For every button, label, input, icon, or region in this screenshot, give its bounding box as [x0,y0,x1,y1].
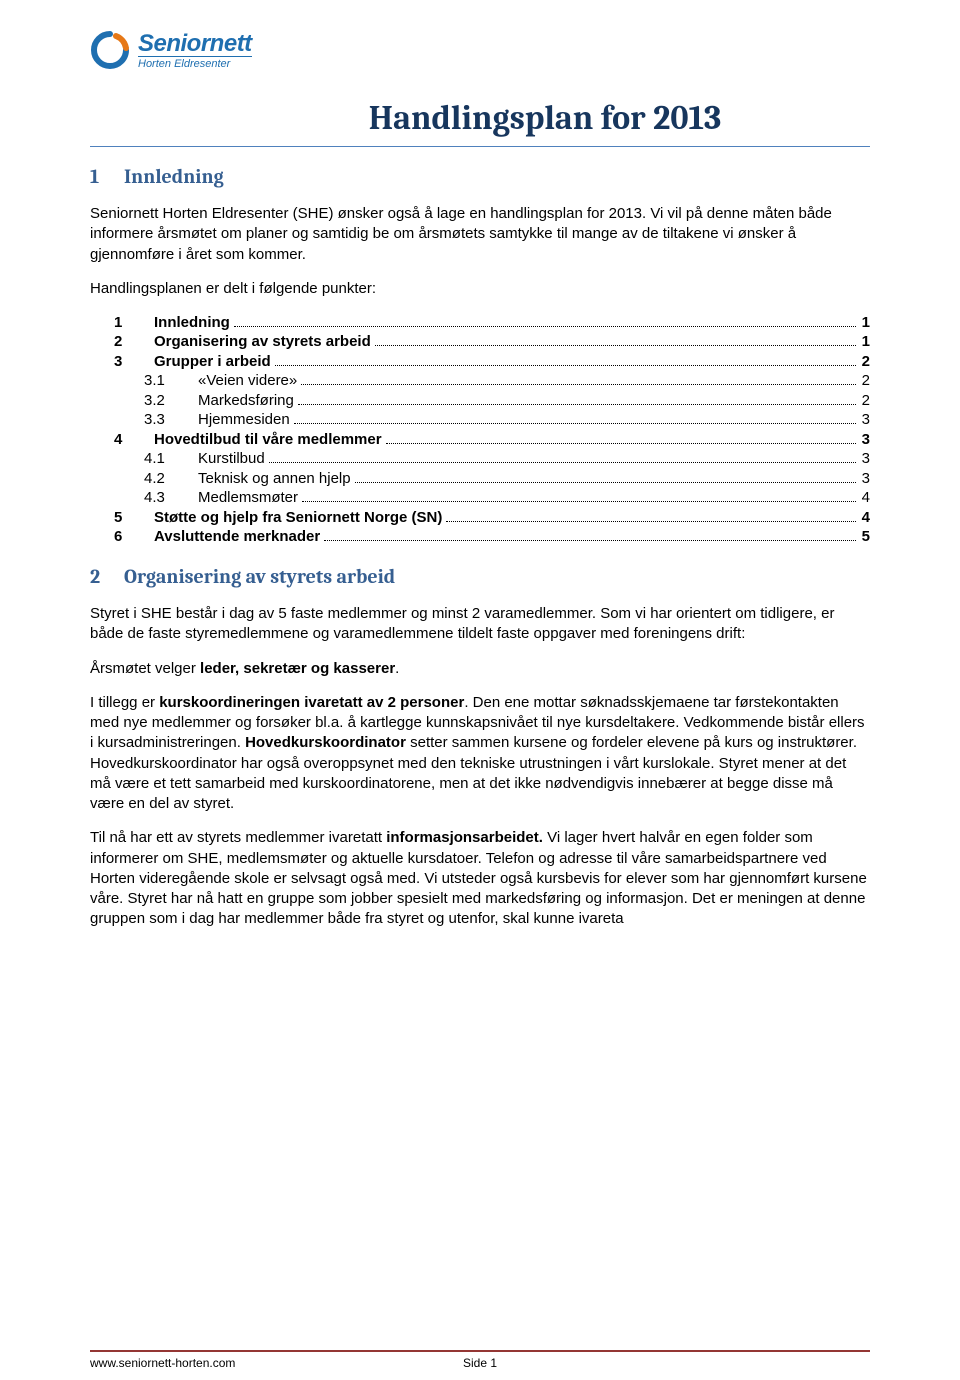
toc-row[interactable]: 3Grupper i arbeid 2 [90,352,870,370]
p3-bold-2: Hovedkurskoordinator [245,734,406,751]
toc-page: 3 [860,450,870,467]
toc-label: Grupper i arbeid [154,353,271,370]
toc-label: Teknisk og annen hjelp [198,470,351,487]
title-rule [90,146,870,147]
toc-leader [294,411,856,425]
toc-leader [275,352,856,366]
toc-row[interactable]: 3.2Markedsføring 2 [90,391,870,409]
footer-rule [90,1350,870,1352]
toc-row[interactable]: 2Organisering av styrets arbeid 1 [90,333,870,351]
toc-leader [446,508,855,522]
toc-row[interactable]: 4.3Medlemsmøter 4 [90,489,870,507]
toc-leader [386,430,856,444]
toc-label: Hjemmesiden [198,411,290,428]
toc-num: 3.2 [90,392,198,409]
logo-text: Seniornett Horten Eldresenter [138,30,252,70]
logo-header: Seniornett Horten Eldresenter [90,30,870,70]
toc-page: 5 [860,528,870,545]
toc-row[interactable]: 4.1Kurstilbud 3 [90,450,870,468]
toc-label: Støtte og hjelp fra Seniornett Norge (SN… [154,509,442,526]
toc-label: Medlemsmøter [198,489,298,506]
toc-page: 2 [860,372,870,389]
toc-num: 6 [90,528,154,545]
toc-page: 3 [860,411,870,428]
toc-num: 3.1 [90,372,198,389]
toc-row[interactable]: 4.2Teknisk og annen hjelp 3 [90,469,870,487]
p3-bold-1: kurskoordineringen ivaretatt av 2 person… [159,694,464,711]
toc-num: 4.3 [90,489,198,506]
toc-leader [234,313,856,327]
p2-bold: leder, sekretær og kasserer [200,660,395,677]
toc-leader [324,528,855,542]
toc-leader [269,450,856,464]
footer-url: www.seniornett-horten.com [90,1356,235,1370]
toc-page: 2 [860,353,870,370]
toc-label: Hovedtilbud til våre medlemmer [154,431,382,448]
section-1-num: 1 [90,165,124,188]
toc-page: 4 [860,509,870,526]
toc-row[interactable]: 3.1«Veien videre» 2 [90,372,870,390]
toc-num: 5 [90,509,154,526]
toc-leader [375,333,856,347]
intro-paragraph-2: Handlingsplanen er delt i følgende punkt… [90,279,870,299]
table-of-contents: 1Innledning 12Organisering av styrets ar… [90,313,870,545]
logo-icon [90,30,130,70]
p2-part-c: . [395,660,399,677]
toc-label: «Veien videre» [198,372,297,389]
section-2-p1: Styret i SHE består i dag av 5 faste med… [90,604,870,645]
toc-num: 2 [90,333,154,350]
title-block: Handlingsplan for 2013 [90,98,870,138]
section-2-p3: I tillegg er kurskoordineringen ivaretat… [90,693,870,815]
toc-label: Innledning [154,314,230,331]
toc-label: Markedsføring [198,392,294,409]
toc-label: Kurstilbud [198,450,265,467]
toc-leader [298,391,856,405]
toc-page: 1 [860,314,870,331]
footer-page: Side 1 [463,1356,497,1370]
toc-page: 4 [860,489,870,506]
toc-num: 1 [90,314,154,331]
page-footer: www.seniornett-horten.com Side 1 [90,1350,870,1370]
toc-page: 3 [860,470,870,487]
toc-page: 2 [860,392,870,409]
toc-row[interactable]: 3.3Hjemmesiden 3 [90,411,870,429]
toc-num: 3.3 [90,411,198,428]
p4-part-a: Til nå har ett av styrets medlemmer ivar… [90,829,386,846]
section-2-num: 2 [90,565,124,588]
section-1-heading: 1Innledning [90,165,870,188]
p3-part-a: I tillegg er [90,694,159,711]
toc-page: 3 [860,431,870,448]
toc-leader [301,372,855,386]
toc-num: 3 [90,353,154,370]
p2-part-a: Årsmøtet velger [90,660,200,677]
p4-bold: informasjonsarbeidet. [386,829,543,846]
logo-sub-text: Horten Eldresenter [138,56,252,70]
section-1-title: Innledning [124,165,224,188]
logo-main-text: Seniornett [138,30,252,58]
toc-row[interactable]: 4Hovedtilbud til våre medlemmer 3 [90,430,870,448]
toc-row[interactable]: 5Støtte og hjelp fra Seniornett Norge (S… [90,508,870,526]
toc-leader [302,489,856,503]
section-2-p4: Til nå har ett av styrets medlemmer ivar… [90,828,870,929]
footer-row: www.seniornett-horten.com Side 1 [90,1356,870,1370]
toc-num: 4.1 [90,450,198,467]
toc-num: 4.2 [90,470,198,487]
toc-label: Organisering av styrets arbeid [154,333,371,350]
toc-num: 4 [90,431,154,448]
section-2-heading: 2Organisering av styrets arbeid [90,565,870,588]
toc-row[interactable]: 6Avsluttende merknader 5 [90,528,870,546]
section-2-p2: Årsmøtet velger leder, sekretær og kasse… [90,659,870,679]
toc-leader [355,469,856,483]
document-title: Handlingsplan for 2013 [220,98,870,138]
toc-label: Avsluttende merknader [154,528,320,545]
section-2-title: Organisering av styrets arbeid [124,565,395,588]
toc-row[interactable]: 1Innledning 1 [90,313,870,331]
intro-paragraph-1: Seniornett Horten Eldresenter (SHE) ønsk… [90,204,870,265]
toc-page: 1 [860,333,870,350]
